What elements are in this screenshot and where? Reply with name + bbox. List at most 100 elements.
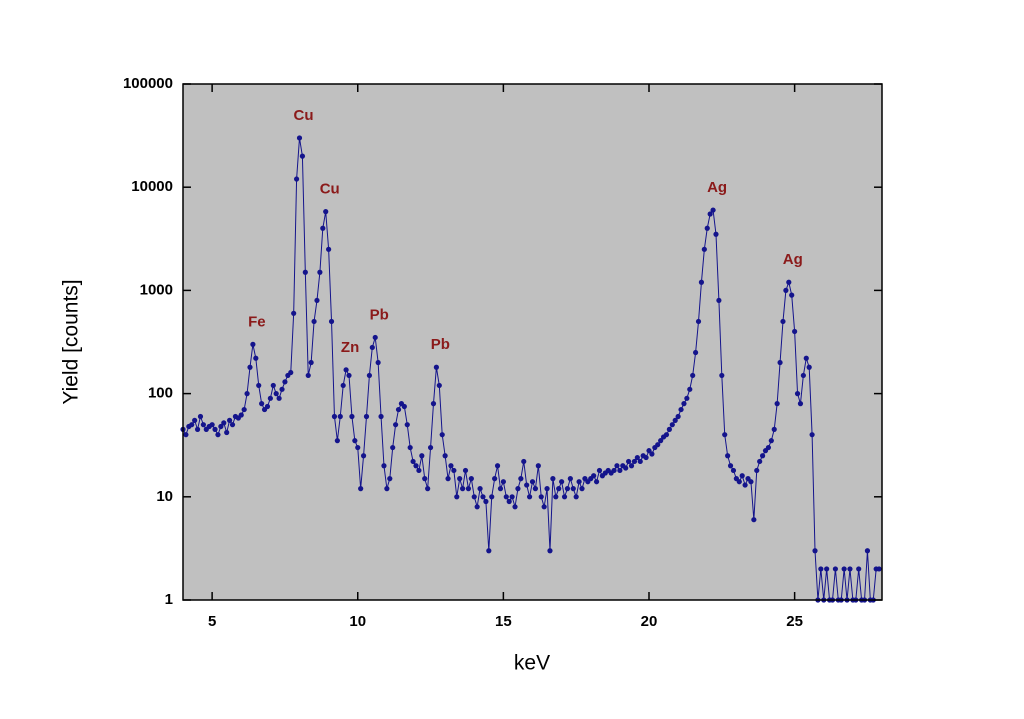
- data-point: [809, 432, 815, 438]
- data-point: [803, 355, 809, 361]
- data-point: [460, 486, 466, 492]
- data-point: [710, 207, 716, 213]
- data-point: [244, 391, 250, 397]
- data-point: [765, 444, 772, 451]
- data-point: [360, 453, 367, 459]
- data-point: [824, 566, 830, 572]
- data-point: [593, 479, 600, 485]
- data-point: [526, 494, 533, 500]
- data-point: [253, 355, 259, 361]
- peak-label: Zn: [341, 339, 359, 356]
- data-point: [308, 359, 314, 366]
- data-point: [748, 479, 754, 485]
- data-point: [291, 310, 297, 316]
- data-point: [818, 566, 824, 572]
- x-tick-label: 5: [208, 613, 216, 630]
- data-point: [250, 341, 256, 347]
- data-point: [503, 494, 509, 500]
- data-point: [229, 422, 236, 428]
- data-point: [404, 422, 410, 428]
- data-point: [707, 211, 713, 217]
- data-point: [419, 453, 425, 459]
- data-point: [559, 479, 565, 485]
- data-point: [553, 494, 559, 500]
- data-point: [340, 382, 346, 389]
- y-tick-label: 10000: [131, 178, 173, 195]
- data-point: [416, 467, 422, 474]
- peak-label: Fe: [248, 313, 266, 330]
- data-point: [695, 318, 702, 325]
- y-tick-label: 1: [165, 591, 173, 608]
- data-point: [623, 465, 629, 471]
- data-point: [489, 494, 495, 500]
- data-point: [736, 479, 742, 485]
- peak-label: Pb: [431, 336, 450, 353]
- data-point: [337, 413, 343, 420]
- y-tick-label: 100: [148, 385, 173, 402]
- data-point: [628, 463, 635, 469]
- data-point: [751, 517, 757, 523]
- y-tick-label: 100000: [123, 75, 173, 92]
- data-point: [786, 279, 792, 285]
- data-point: [448, 463, 454, 469]
- data-point: [655, 442, 661, 448]
- data-point: [427, 444, 434, 451]
- data-point: [227, 417, 233, 423]
- data-point: [433, 364, 439, 370]
- data-point: [451, 467, 457, 474]
- data-point: [492, 476, 498, 482]
- data-point: [256, 382, 262, 389]
- data-point: [797, 401, 804, 407]
- data-point: [238, 412, 244, 418]
- data-point: [617, 467, 623, 474]
- data-point: [704, 225, 710, 231]
- data-point: [320, 225, 326, 231]
- data-point: [241, 406, 247, 413]
- data-point: [832, 566, 839, 572]
- data-point: [270, 382, 276, 389]
- data-point: [267, 395, 273, 401]
- y-tick-label: 1000: [140, 281, 173, 298]
- data-point: [532, 486, 539, 492]
- data-point: [658, 438, 664, 444]
- data-point: [305, 372, 311, 379]
- data-point: [401, 403, 407, 410]
- peak-label: Ag: [783, 251, 803, 268]
- data-point: [302, 269, 308, 275]
- data-point: [279, 386, 285, 392]
- data-point: [754, 467, 760, 474]
- data-point: [573, 494, 579, 500]
- data-point: [393, 422, 399, 428]
- data-point: [725, 453, 731, 459]
- data-point: [626, 458, 632, 465]
- data-point: [247, 364, 253, 370]
- data-point: [693, 349, 699, 356]
- data-point: [713, 231, 719, 237]
- data-point: [579, 486, 585, 492]
- data-point: [474, 504, 480, 510]
- x-axis-title: keV: [514, 652, 550, 675]
- data-point: [299, 153, 306, 159]
- data-point: [494, 463, 501, 469]
- data-point: [806, 364, 812, 370]
- data-point: [698, 279, 705, 285]
- data-point: [331, 413, 338, 420]
- x-tick-label: 15: [495, 613, 512, 630]
- data-point: [669, 422, 675, 428]
- data-point: [864, 548, 871, 554]
- data-point: [631, 458, 638, 465]
- data-point: [684, 395, 690, 401]
- data-point: [794, 391, 801, 397]
- data-point: [375, 359, 381, 366]
- data-point: [506, 498, 512, 505]
- data-point: [317, 269, 323, 275]
- data-point: [524, 482, 530, 488]
- data-point: [515, 486, 521, 492]
- data-point: [349, 413, 355, 420]
- data-point: [445, 476, 451, 482]
- data-point: [841, 566, 847, 572]
- data-point: [856, 566, 862, 572]
- data-point: [410, 458, 416, 465]
- plot-frame: [182, 83, 883, 601]
- data-point: [690, 372, 696, 379]
